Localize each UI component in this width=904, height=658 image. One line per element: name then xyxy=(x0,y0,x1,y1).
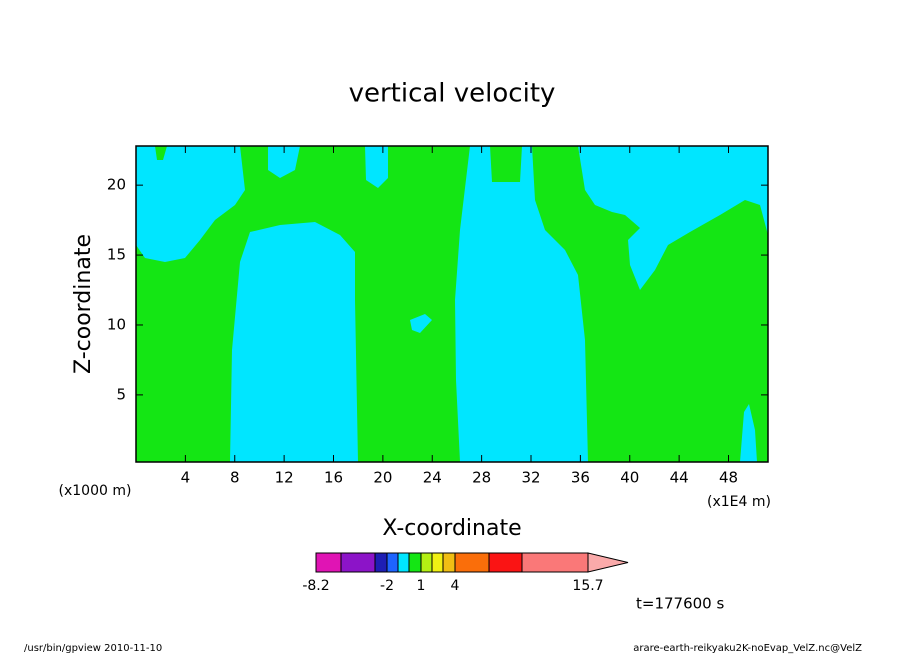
x-tick-label: 24 xyxy=(423,469,442,487)
colorbar-label: 1 xyxy=(417,578,426,594)
colorbar-segment xyxy=(521,552,589,573)
x-unit: (x1E4 m) xyxy=(707,494,771,510)
colorbar-segment xyxy=(420,552,433,573)
colorbar-label: -8.2 xyxy=(302,578,329,594)
x-tick-label: 16 xyxy=(324,469,343,487)
plot-frame xyxy=(135,145,769,463)
footer: arare-earth-reikyaku2K-noEvap_VelZ.nc@Ve… xyxy=(633,643,862,654)
y-tick-label: 5 xyxy=(116,385,126,403)
colorbar-segment xyxy=(315,552,342,573)
chart-title: vertical velocity xyxy=(349,79,556,109)
x-tick-label: 48 xyxy=(719,469,738,487)
time-label: t=177600 s xyxy=(636,595,724,613)
contour-region xyxy=(410,314,432,333)
colorbar-segment xyxy=(454,552,490,573)
contour-field xyxy=(136,146,768,462)
x-tick-label: 32 xyxy=(521,469,540,487)
x-unit: (x1000 m) xyxy=(59,483,132,499)
contour-region xyxy=(230,222,358,462)
contour-region xyxy=(365,146,388,188)
colorbar-label: 4 xyxy=(451,578,460,594)
x-tick-label: 36 xyxy=(571,469,590,487)
x-tick-label: 12 xyxy=(275,469,294,487)
y-axis-label: Z-coordinate xyxy=(71,234,96,374)
y-tick-label: 15 xyxy=(107,246,126,264)
contour-region xyxy=(268,146,300,178)
y-tick-label: 10 xyxy=(107,315,126,333)
colorbar-label: -2 xyxy=(380,578,394,594)
contour-region xyxy=(136,146,245,262)
colorbar-segment xyxy=(408,552,422,573)
colorbar-segment xyxy=(431,552,444,573)
colorbar-segment xyxy=(587,552,629,573)
colorbar-segment xyxy=(488,552,523,573)
colorbar-label: 15.7 xyxy=(572,578,603,594)
contour-region xyxy=(155,146,167,160)
x-tick-label: 4 xyxy=(181,469,191,487)
colorbar-segment xyxy=(374,552,388,573)
x-tick-label: 20 xyxy=(373,469,392,487)
footer: /usr/bin/gpview 2010-11-10 xyxy=(24,643,162,654)
x-tick-label: 28 xyxy=(472,469,491,487)
contour-region xyxy=(740,404,757,462)
x-tick-label: 44 xyxy=(670,469,689,487)
x-tick-label: 8 xyxy=(230,469,240,487)
contour-region xyxy=(578,146,768,290)
colorbar-segment xyxy=(340,552,376,573)
colorbar-segment xyxy=(397,552,410,573)
x-axis-label: X-coordinate xyxy=(382,516,521,541)
colorbar-segment xyxy=(442,552,456,573)
y-tick-label: 20 xyxy=(107,176,126,194)
contour-region xyxy=(455,146,588,462)
colorbar-segment xyxy=(386,552,399,573)
x-tick-label: 40 xyxy=(620,469,639,487)
